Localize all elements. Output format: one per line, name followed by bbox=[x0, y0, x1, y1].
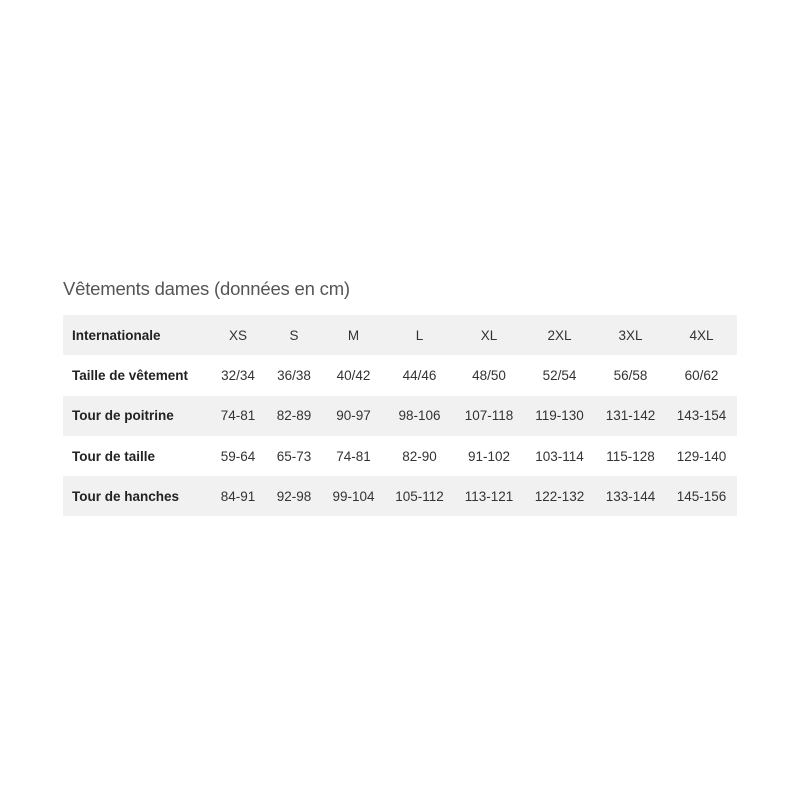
table-row: Taille de vêtement 32/34 36/38 40/42 44/46 48… bbox=[63, 355, 737, 395]
size-value-cell: 56/58 bbox=[613, 367, 648, 383]
size-value-cell: 74-81 bbox=[336, 448, 371, 464]
table-row: Tour de poitrine 74-81 82-89 90-97 98-106 107… bbox=[63, 395, 737, 436]
size-value-cell: 36/38 bbox=[277, 367, 311, 383]
size-value-cell: 119-130 bbox=[524, 395, 595, 436]
size-value-cell: 115-128 bbox=[606, 448, 655, 464]
row-label: Internationale bbox=[63, 315, 210, 356]
size-value-cell: 59-64 bbox=[220, 448, 256, 464]
table-row: Tour de hanches 84-91 92-98 99-104 105-112 11… bbox=[63, 476, 737, 517]
size-header-cell: XL bbox=[454, 315, 524, 356]
size-value-cell: 40/42 bbox=[336, 367, 371, 383]
row-label: Tour de poitrine bbox=[63, 395, 210, 436]
size-value-cell: 99-104 bbox=[322, 476, 385, 517]
size-chart-table: Internationale XS S M L XL 2XL 3XL 4XL Taille de … bbox=[63, 315, 737, 517]
size-header-cell: XS bbox=[210, 315, 266, 356]
size-value-cell: 65-73 bbox=[276, 448, 312, 464]
size-value-cell: 122-132 bbox=[524, 476, 595, 517]
size-value-cell: 131-142 bbox=[595, 395, 666, 436]
size-header-cell: S bbox=[266, 315, 322, 356]
size-value-cell: 74-81 bbox=[210, 395, 266, 436]
size-value-cell: 90-97 bbox=[322, 395, 385, 436]
size-value-cell: 98-106 bbox=[385, 395, 454, 436]
size-value-cell: 105-112 bbox=[385, 476, 454, 517]
size-value-cell: 113-121 bbox=[454, 476, 524, 517]
header-row: Internationale XS S M L XL 2XL 3XL 4XL bbox=[63, 315, 737, 356]
size-value-cell: 143-154 bbox=[666, 395, 737, 436]
table-row: Tour de taille 59-64 65-73 74-81 82-90 91-102… bbox=[63, 436, 737, 476]
size-value-cell: 84-91 bbox=[210, 476, 266, 517]
size-value-cell: 145-156 bbox=[666, 476, 737, 517]
size-value-cell: 52/54 bbox=[542, 367, 577, 383]
size-value-cell: 92-98 bbox=[266, 476, 322, 517]
size-value-cell: 44/46 bbox=[402, 367, 437, 383]
size-header-cell: 3XL bbox=[595, 315, 666, 356]
size-value-cell: 82-89 bbox=[266, 395, 322, 436]
size-value-cell: 129-140 bbox=[676, 448, 727, 464]
row-label: Tour de hanches bbox=[63, 476, 210, 517]
size-value-cell: 60/62 bbox=[684, 367, 719, 383]
size-header-cell: 2XL bbox=[524, 315, 595, 356]
size-value-cell: 48/50 bbox=[472, 367, 506, 383]
size-value-cell: 82-90 bbox=[402, 448, 437, 464]
size-value-cell: 107-118 bbox=[454, 395, 524, 436]
size-header-cell: L bbox=[385, 315, 454, 356]
row-label: Taille de vêtement bbox=[72, 367, 189, 383]
size-chart-title: Vêtements dames (données en cm) bbox=[63, 278, 350, 299]
size-value-cell: 133-144 bbox=[595, 476, 666, 517]
row-label: Tour de taille bbox=[72, 448, 156, 464]
size-header-cell: M bbox=[322, 315, 385, 356]
size-value-cell: 32/34 bbox=[221, 367, 255, 383]
size-value-cell: 103-114 bbox=[535, 448, 584, 464]
size-header-cell: 4XL bbox=[666, 315, 737, 356]
size-value-cell: 91-102 bbox=[467, 448, 511, 464]
